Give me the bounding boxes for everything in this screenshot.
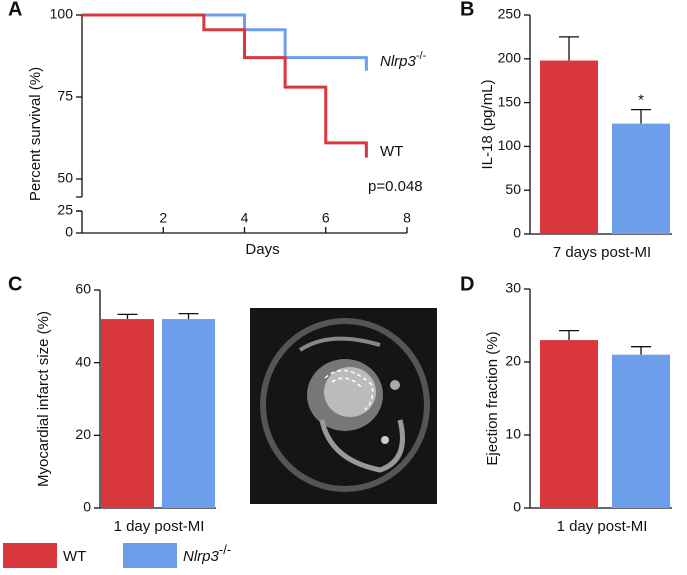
series-label: Nlrp3-/- [183,542,231,565]
y-tick-label: 0 [513,225,521,241]
series-label: WT [380,143,403,160]
y-axis-label: Percent survival (%) [27,67,44,201]
label-superscript: -/- [416,50,427,62]
y-tick-label: 150 [498,93,522,109]
label-text: WT [63,548,86,565]
panel-letter: C [8,273,22,295]
x-tick-label: 1 day post-MI [114,518,205,535]
bar [540,340,598,508]
bar [101,319,154,508]
x-tick-label: 8 [403,210,411,226]
mri-image [250,308,437,504]
error-bar [117,313,138,320]
y-tick-label: 10 [505,426,521,442]
x-tick-label: 2 [159,210,167,226]
error-bar [631,108,651,124]
y-tick-label: 200 [498,50,522,66]
series-label: WT [63,548,86,565]
y-tick-label: 250 [498,6,522,22]
bar [162,319,215,508]
error-bar [178,312,199,320]
error-bar [559,36,579,61]
x-tick-label: 6 [322,210,330,226]
y-axis [76,15,83,233]
label-text: Nlrp3 [380,53,417,70]
x-tick-label: 1 day post-MI [557,518,648,535]
y-tick-label: 50 [505,181,521,197]
significance: * [638,92,644,109]
legend-swatch [3,543,57,568]
y-tick-label: 30 [505,280,521,296]
survival-line [82,13,368,158]
panel-letter: A [8,0,22,20]
y-tick-label: 20 [75,426,91,442]
y-tick-label: 0 [83,499,91,515]
series-label: Nlrp3-/- [380,50,427,70]
x-axis-label: Days [245,241,279,258]
panel-letter: D [460,273,474,295]
survival-line [82,13,368,71]
label-text: Nlrp3 [183,548,220,565]
y-tick-label: 100 [498,137,522,153]
y-axis-label: Ejection fraction (%) [484,331,501,465]
y-tick-label: 40 [75,353,91,369]
y-axis-label: IL-18 (pg/mL) [479,79,496,169]
error-bar [631,346,651,355]
y-axis-label: Myocardial infarct size (%) [35,311,52,487]
x-tick-label: 7 days post-MI [553,244,651,261]
y-tick-label: 0 [513,499,521,515]
y-tick-label: 100 [50,6,74,22]
y-tick-label: 50 [57,170,73,186]
bar [540,60,598,234]
label-superscript: -/- [219,542,231,557]
annotation: p=0.048 [368,178,423,195]
panel-letter: B [460,0,474,20]
y-tick-label: 60 [75,281,91,297]
y-tick-label: 25 [57,202,73,218]
bar [612,354,670,508]
label-text: WT [380,143,403,160]
bar [612,123,670,234]
x-tick-label: 4 [241,210,249,226]
y-tick-label: 0 [65,224,73,240]
y-tick-label: 20 [505,353,521,369]
legend-swatch [123,543,177,568]
y-tick-label: 75 [57,88,73,104]
error-bar [559,329,579,341]
